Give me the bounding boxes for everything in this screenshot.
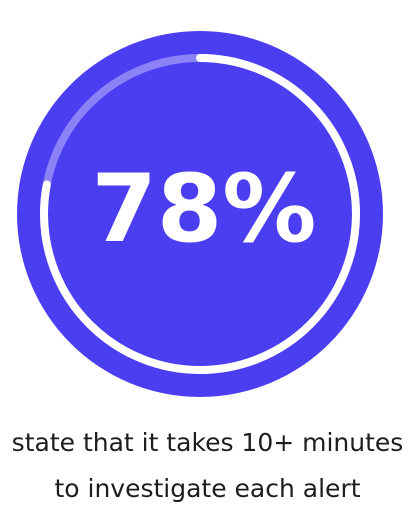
- caption-line: to investigate each alert: [54, 474, 361, 503]
- caption-line: state that it takes 10+ minutes: [11, 428, 404, 457]
- ring-arc: [40, 54, 360, 374]
- chart: 78%: [17, 31, 383, 397]
- value-label: 78%: [92, 155, 317, 264]
- disc: [17, 31, 383, 397]
